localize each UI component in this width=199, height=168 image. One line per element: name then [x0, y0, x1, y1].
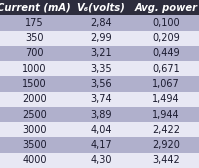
Bar: [133, 122, 199, 137]
Text: 1000: 1000: [22, 64, 47, 74]
Text: V₆(volts): V₆(volts): [77, 3, 125, 13]
Text: 2500: 2500: [22, 110, 47, 120]
Text: 1,494: 1,494: [152, 94, 180, 104]
Bar: [69, 0, 133, 15]
Text: 1500: 1500: [22, 79, 47, 89]
Bar: [69, 153, 133, 168]
Text: 3,89: 3,89: [90, 110, 112, 120]
Bar: [69, 76, 133, 92]
Text: Current (mA): Current (mA): [0, 3, 71, 13]
Bar: [0, 122, 69, 137]
Text: 2,920: 2,920: [152, 140, 180, 150]
Bar: [133, 137, 199, 153]
Bar: [133, 153, 199, 168]
Bar: [0, 92, 69, 107]
Bar: [69, 92, 133, 107]
Bar: [69, 137, 133, 153]
Text: 0,100: 0,100: [152, 18, 180, 28]
Bar: [0, 137, 69, 153]
Bar: [133, 92, 199, 107]
Bar: [0, 107, 69, 122]
Bar: [69, 15, 133, 31]
Text: 2,422: 2,422: [152, 125, 180, 135]
Text: 4000: 4000: [22, 155, 47, 165]
Text: Avg. power: Avg. power: [135, 3, 198, 13]
Bar: [133, 31, 199, 46]
Text: 1,944: 1,944: [152, 110, 180, 120]
Text: 4,30: 4,30: [90, 155, 112, 165]
Bar: [69, 61, 133, 76]
Text: 2000: 2000: [22, 94, 47, 104]
Bar: [69, 46, 133, 61]
Bar: [0, 31, 69, 46]
Text: 3500: 3500: [22, 140, 47, 150]
Bar: [133, 15, 199, 31]
Bar: [133, 76, 199, 92]
Bar: [0, 61, 69, 76]
Bar: [69, 31, 133, 46]
Bar: [0, 46, 69, 61]
Text: 3,35: 3,35: [90, 64, 112, 74]
Text: 0,209: 0,209: [152, 33, 180, 43]
Bar: [133, 61, 199, 76]
Text: 0,449: 0,449: [152, 48, 180, 58]
Text: 175: 175: [25, 18, 44, 28]
Bar: [133, 46, 199, 61]
Text: 1,067: 1,067: [152, 79, 180, 89]
Text: 3,442: 3,442: [152, 155, 180, 165]
Text: 3,74: 3,74: [90, 94, 112, 104]
Text: 700: 700: [25, 48, 44, 58]
Bar: [0, 76, 69, 92]
Text: 3,21: 3,21: [90, 48, 112, 58]
Text: 4,17: 4,17: [90, 140, 112, 150]
Bar: [133, 0, 199, 15]
Bar: [133, 107, 199, 122]
Text: 3,56: 3,56: [90, 79, 112, 89]
Text: 0,671: 0,671: [152, 64, 180, 74]
Text: 2,99: 2,99: [90, 33, 112, 43]
Bar: [0, 0, 69, 15]
Text: 350: 350: [25, 33, 44, 43]
Bar: [0, 15, 69, 31]
Text: 3000: 3000: [22, 125, 47, 135]
Bar: [69, 107, 133, 122]
Bar: [0, 153, 69, 168]
Text: 4,04: 4,04: [90, 125, 112, 135]
Bar: [69, 122, 133, 137]
Text: 2,84: 2,84: [90, 18, 112, 28]
